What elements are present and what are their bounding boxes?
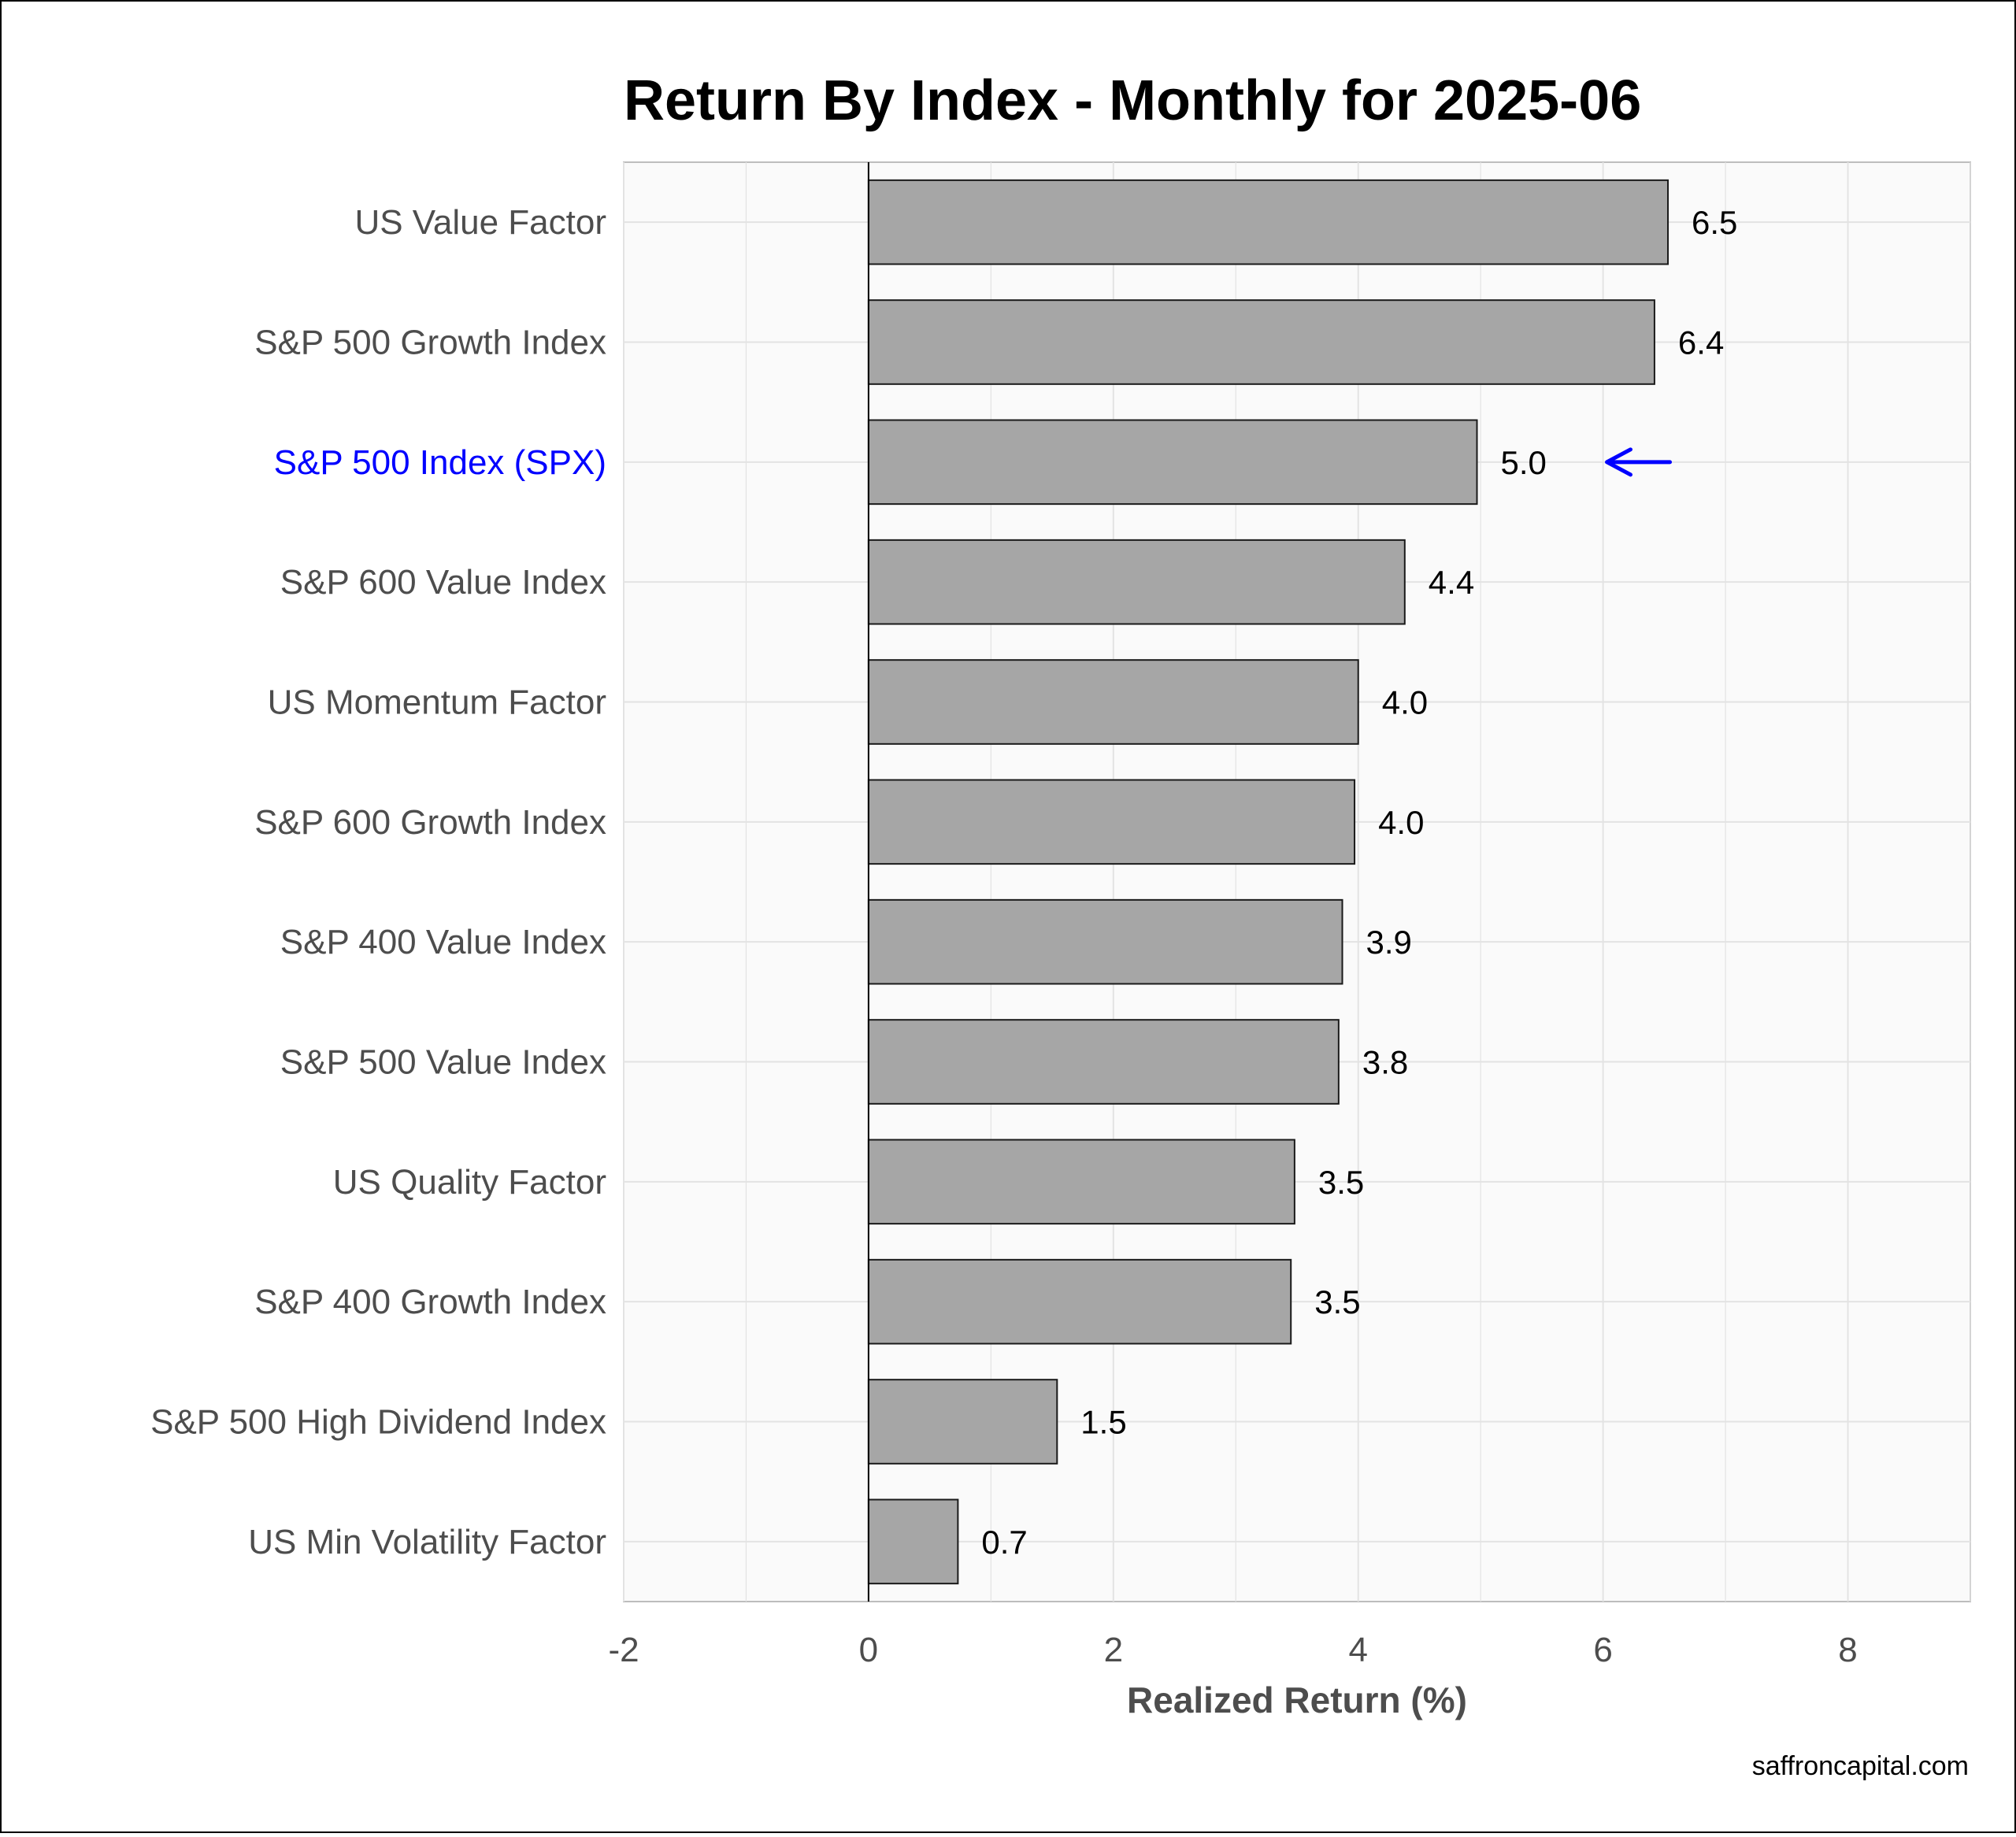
bar: [867, 179, 1670, 265]
category-label: S&P 500 Value Index: [280, 1043, 606, 1082]
x-tick-label: 4: [1348, 1631, 1367, 1669]
bar: [867, 1498, 959, 1585]
category-label-highlighted: S&P 500 Index (SPX): [274, 443, 606, 482]
category-label: S&P 500 Growth Index: [254, 324, 606, 362]
value-label: 0.7: [981, 1524, 1027, 1561]
bar: [867, 1019, 1340, 1105]
value-label: 4.0: [1378, 804, 1424, 841]
value-label: 6.4: [1678, 324, 1724, 361]
bar: [867, 539, 1406, 625]
bar: [867, 779, 1356, 865]
category-label: S&P 600 Growth Index: [254, 803, 606, 842]
bar: [867, 898, 1343, 985]
value-label: 4.4: [1429, 564, 1474, 601]
category-label: S&P 400 Value Index: [280, 923, 606, 961]
x-tick-label: 8: [1838, 1631, 1857, 1669]
value-label: 3.9: [1366, 924, 1412, 961]
x-tick-label: 0: [859, 1631, 878, 1669]
bar: [867, 1139, 1295, 1225]
category-labels: US Value Factor S&P 500 Growth Index S&P 5…: [150, 203, 606, 1561]
bar: [867, 299, 1655, 385]
value-label: 6.5: [1692, 204, 1737, 241]
value-label: 5.0: [1501, 444, 1547, 481]
value-label: 3.8: [1362, 1044, 1408, 1081]
category-label: S&P 600 Value Index: [280, 563, 606, 602]
x-tick-label: 2: [1104, 1631, 1123, 1669]
x-tick-label: -2: [608, 1631, 639, 1669]
category-label: US Momentum Factor: [268, 683, 606, 722]
bar: [867, 419, 1478, 506]
x-tick-label: 6: [1593, 1631, 1612, 1669]
plot-panel: [623, 161, 1971, 1602]
category-label: S&P 500 High Dividend Index: [150, 1403, 606, 1442]
category-label: US Min Volatility Factor: [248, 1523, 606, 1561]
category-label: US Value Factor: [354, 203, 606, 242]
arrow-icon: [1605, 447, 1673, 477]
bar: [867, 1379, 1058, 1465]
bar: [867, 659, 1359, 745]
bars: [867, 179, 1670, 1585]
value-labels: 6.5 6.4 5.0 4.4 4.0 4.0 3.9 3.8 3.5 3.5 1.5 0.7: [981, 204, 1737, 1561]
highlight-marker: [1605, 447, 1673, 477]
source-credit: saffroncapital.com: [1752, 1751, 1969, 1781]
value-label: 3.5: [1318, 1164, 1364, 1201]
category-label: US Quality Factor: [333, 1163, 606, 1202]
x-axis-title: Realized Return (%): [1127, 1680, 1467, 1720]
value-label: 4.0: [1382, 684, 1428, 721]
chart-title: Return By Index - Monthly for 2025-06: [624, 69, 1641, 132]
bar: [867, 1258, 1292, 1345]
value-label: 1.5: [1080, 1404, 1126, 1441]
value-label: 3.5: [1314, 1283, 1360, 1320]
x-axis-ticks: -2 0 2 4 6 8: [608, 1631, 1857, 1669]
category-label: S&P 400 Growth Index: [254, 1283, 606, 1321]
